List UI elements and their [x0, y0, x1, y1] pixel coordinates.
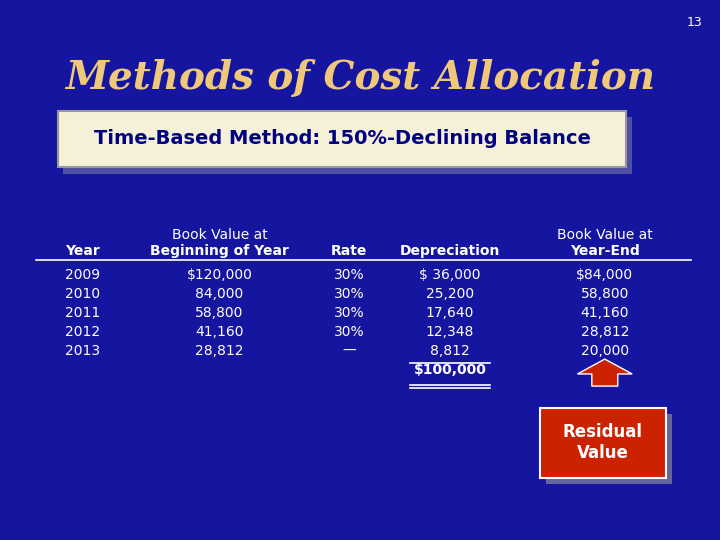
Text: Time-Based Method: 150%-Declining Balance: Time-Based Method: 150%-Declining Balanc… [94, 129, 590, 149]
Text: 30%: 30% [334, 306, 364, 320]
Text: $ 36,000: $ 36,000 [419, 268, 481, 282]
Text: Beginning of Year: Beginning of Year [150, 244, 289, 258]
Text: 30%: 30% [334, 268, 364, 282]
Text: 2012: 2012 [66, 325, 100, 339]
Text: $100,000: $100,000 [413, 363, 487, 377]
Text: Methods of Cost Allocation: Methods of Cost Allocation [65, 59, 655, 97]
Text: —: — [342, 344, 356, 358]
Text: Year-End: Year-End [570, 244, 639, 258]
Text: Book Value at: Book Value at [557, 228, 652, 242]
Text: 25,200: 25,200 [426, 287, 474, 301]
Text: 2013: 2013 [66, 344, 100, 358]
Text: $84,000: $84,000 [576, 268, 634, 282]
Text: Book Value at: Book Value at [172, 228, 267, 242]
Text: Depreciation: Depreciation [400, 244, 500, 258]
Text: 2010: 2010 [66, 287, 100, 301]
Text: 41,160: 41,160 [195, 325, 244, 339]
Text: 28,812: 28,812 [580, 325, 629, 339]
Text: 28,812: 28,812 [195, 344, 244, 358]
Text: 2011: 2011 [66, 306, 100, 320]
Text: 58,800: 58,800 [580, 287, 629, 301]
Text: Rate: Rate [331, 244, 367, 258]
Text: Year: Year [66, 244, 100, 258]
FancyBboxPatch shape [546, 414, 672, 484]
FancyBboxPatch shape [63, 117, 632, 174]
Text: 84,000: 84,000 [195, 287, 244, 301]
Text: 12,348: 12,348 [426, 325, 474, 339]
Text: 30%: 30% [334, 325, 364, 339]
Text: 41,160: 41,160 [580, 306, 629, 320]
Text: 2009: 2009 [66, 268, 100, 282]
FancyBboxPatch shape [540, 408, 666, 478]
Text: 17,640: 17,640 [426, 306, 474, 320]
Text: 13: 13 [686, 16, 702, 29]
Text: 8,812: 8,812 [430, 344, 470, 358]
Text: $120,000: $120,000 [186, 268, 253, 282]
FancyBboxPatch shape [58, 111, 626, 167]
Text: 30%: 30% [334, 287, 364, 301]
Text: 58,800: 58,800 [195, 306, 244, 320]
Polygon shape [577, 359, 632, 386]
Text: Residual
Value: Residual Value [563, 423, 643, 462]
Text: 20,000: 20,000 [581, 344, 629, 358]
